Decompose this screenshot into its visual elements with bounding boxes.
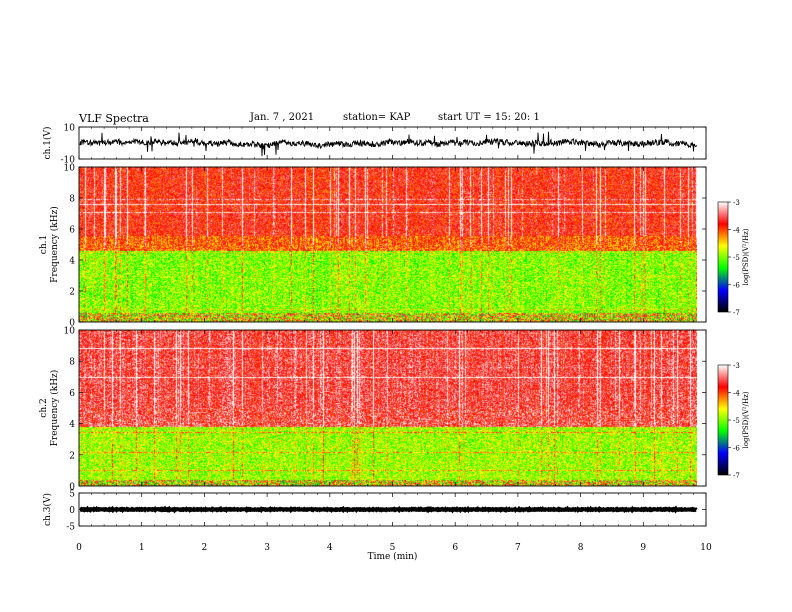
x-tick-label: 7: [515, 543, 521, 553]
ch2-spectrogram-ylabel-channel: ch.2: [39, 398, 49, 417]
ch1-spectrogram-ytick-label: 8: [69, 195, 75, 205]
ch2-spectrogram-colorbar-tick-label: -5: [733, 417, 740, 425]
ch1-waveform-ylabel: ch.1(V): [42, 127, 53, 160]
spectrogram-layer: [79, 167, 697, 486]
ch2-spectrogram-ytick-label: 0: [69, 483, 75, 493]
x-tick-label: 6: [452, 543, 458, 553]
ch1-spectrogram-ylabel: Frequency (kHz): [49, 206, 60, 283]
x-tick-label: 10: [700, 543, 712, 553]
x-tick-label: 0: [76, 543, 82, 553]
ch1-spectrogram-colorbar: [717, 201, 729, 313]
x-tick-label: 4: [327, 543, 333, 553]
ch2-spectrogram-ytick-label: 8: [69, 358, 75, 368]
ch2-spectrogram-colorbar-tick-label: -3: [733, 362, 740, 370]
ch1-spectrogram-ylabel-channel: ch.1: [39, 235, 49, 254]
x-tick-label: 1: [139, 543, 145, 553]
ch2-spectrogram-ytick-label: 2: [69, 451, 75, 461]
ch1-spectrogram-ytick-label: 10: [64, 164, 76, 174]
ch3-waveform-ylabel: ch.3(V): [42, 493, 53, 526]
station-label: station= KAP: [343, 112, 411, 123]
ch1-spectrogram-colorbar-tick-label: -6: [733, 282, 740, 290]
x-tick-label: 3: [264, 543, 270, 553]
ch2-spectrogram-ylabel: Frequency (kHz): [49, 370, 60, 447]
ch1-spectrogram-ytick-label: 4: [69, 257, 75, 267]
x-axis-label: Time (min): [368, 551, 418, 562]
ch3-waveform-ytick-label: 5: [69, 490, 75, 500]
ch2-spectrogram-ytick-label: 10: [64, 327, 76, 337]
ch2-spectrogram-colorbar-label: log(PSD)(V²/Hz): [742, 391, 750, 448]
ch2-spectrogram-colorbar-tick-label: -6: [733, 445, 740, 453]
ch1-spectrogram-ytick-label: 2: [69, 288, 75, 298]
ch1-spectrogram-colorbar-tick-label: -4: [733, 227, 740, 235]
x-tick-label: 9: [640, 543, 646, 553]
ch3-waveform-trace: [79, 505, 698, 514]
ch2-spectrogram-colorbar: [717, 364, 729, 476]
date-label: Jan. 7 , 2021: [250, 112, 315, 123]
ch1-spectrogram-colorbar-tick-label: -5: [733, 254, 740, 262]
chart-title: VLF Spectra: [79, 112, 149, 125]
x-tick-label: 8: [578, 543, 584, 553]
ch2-spectrogram-ytick-label: 4: [69, 420, 75, 430]
ch2-spectrogram-colorbar-tick-label: -7: [733, 472, 740, 480]
ch2-spectrogram-colorbar-tick-label: -4: [733, 390, 740, 398]
start-ut-label: start UT = 15: 20: 1: [438, 112, 540, 123]
x-tick-label: 2: [202, 543, 208, 553]
ch1-spectrogram-colorbar-label: log(PSD)(V²/Hz): [742, 228, 750, 285]
ch1-spectrogram-colorbar-tick-label: -3: [733, 199, 740, 207]
ch2-spectrogram-image: [79, 330, 697, 486]
waveform-layer: [79, 131, 698, 514]
ch2-spectrogram-ytick-label: 6: [69, 389, 75, 399]
x-tick-label: 5: [390, 543, 396, 553]
ch1-waveform-trace: [79, 131, 697, 157]
ch1-spectrogram-ytick-label: 6: [69, 226, 75, 236]
axes-layer: -3 -4 -5 -6 -7 log(PSD)(V²/Hz) -3 -4 -5 -6 -7 log(P…: [39, 124, 750, 563]
ch3-waveform-ytick-label: 0: [69, 506, 75, 516]
ch1-spectrogram-image: [79, 167, 697, 322]
ch1-spectrogram-ytick-label: 0: [69, 319, 75, 329]
ch3-waveform-ytick-label: -5: [66, 523, 75, 533]
ch1-waveform-ytick-label: 10: [64, 124, 76, 134]
ch1-spectrogram-colorbar-tick-label: -7: [733, 309, 740, 317]
ch1-waveform-ytick-label: -10: [61, 156, 76, 166]
